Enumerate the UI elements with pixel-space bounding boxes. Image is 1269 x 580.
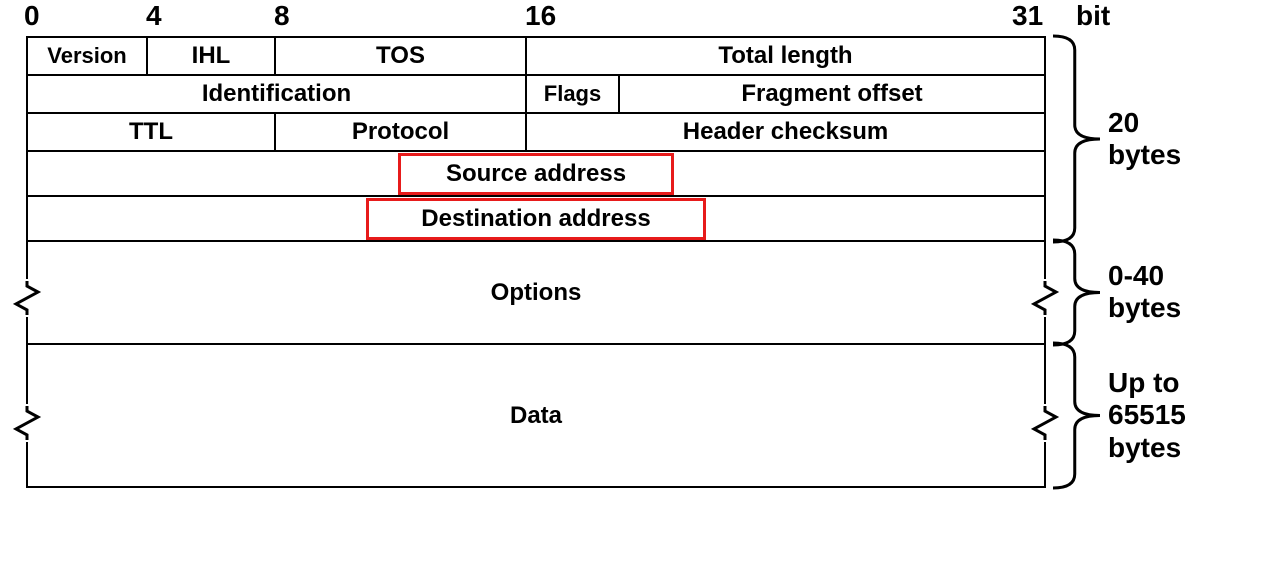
bit-label-0: 0 <box>24 0 40 32</box>
break-zigzag <box>13 279 43 317</box>
bit-label-4: 4 <box>146 0 162 32</box>
field-data-label: Data <box>510 402 562 430</box>
field-header-checksum-label: Header checksum <box>683 118 888 146</box>
field-version: Version <box>26 36 148 76</box>
bit-label-16: 16 <box>525 0 556 32</box>
brace-data-bytes-label: Up to65515bytes <box>1108 367 1186 464</box>
field-fragment-offset-label: Fragment offset <box>741 80 922 108</box>
field-ttl: TTL <box>26 112 276 152</box>
field-flags: Flags <box>525 74 620 114</box>
field-options: Options <box>26 240 1046 345</box>
field-version-label: Version <box>47 43 126 69</box>
field-ihl-label: IHL <box>192 42 231 70</box>
brace-20-bytes <box>1050 33 1105 245</box>
field-source-address-row <box>26 150 1046 197</box>
field-fragment-offset: Fragment offset <box>618 74 1046 114</box>
field-flags-label: Flags <box>544 81 601 107</box>
bit-label-8: 8 <box>274 0 290 32</box>
field-protocol-label: Protocol <box>352 118 449 146</box>
field-ihl: IHL <box>146 36 276 76</box>
field-protocol: Protocol <box>274 112 527 152</box>
brace-0-40-bytes-label: 0-40bytes <box>1108 260 1181 324</box>
field-total-length-label: Total length <box>718 42 852 70</box>
field-data: Data <box>26 343 1046 488</box>
field-destination-address-row <box>26 195 1046 242</box>
field-identification: Identification <box>26 74 527 114</box>
bit-unit-label: bit <box>1076 0 1110 32</box>
field-ttl-label: TTL <box>129 118 173 146</box>
brace-0-40-bytes <box>1050 237 1105 348</box>
field-options-label: Options <box>491 279 582 307</box>
field-identification-label: Identification <box>202 80 351 108</box>
brace-20-bytes-label: 20bytes <box>1108 107 1181 171</box>
field-total-length: Total length <box>525 36 1046 76</box>
bit-label-31: 31 <box>1012 0 1043 32</box>
field-header-checksum: Header checksum <box>525 112 1046 152</box>
brace-data-bytes <box>1050 340 1105 491</box>
field-tos-label: TOS <box>376 42 425 70</box>
break-zigzag <box>13 404 43 442</box>
field-tos: TOS <box>274 36 527 76</box>
